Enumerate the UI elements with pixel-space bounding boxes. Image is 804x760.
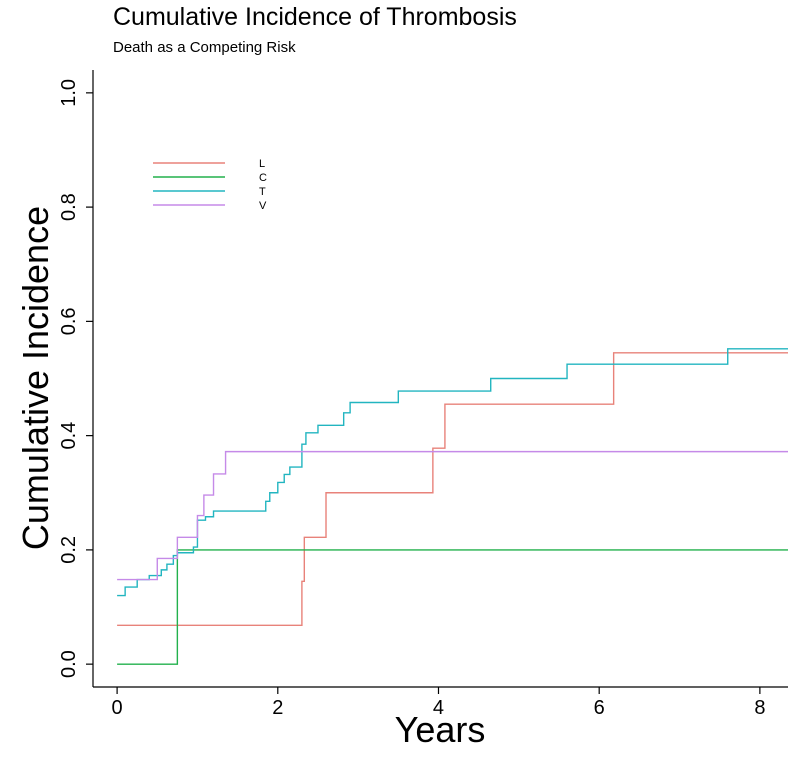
x-tick-label: 6: [594, 697, 605, 719]
x-axis-title: Years: [395, 709, 486, 750]
y-tick-label: 1.0: [58, 79, 80, 107]
chart-title: Cumulative Incidence of Thrombosis: [113, 3, 517, 31]
legend-label: V: [259, 200, 267, 212]
legend-label: C: [259, 172, 267, 184]
y-tick-label: 0.6: [58, 307, 80, 335]
series-line-V: [117, 450, 788, 581]
y-tick-label: 0.0: [58, 650, 80, 678]
y-tick-label: 0.2: [58, 536, 80, 564]
y-tick-label: 0.4: [58, 422, 80, 450]
x-tick-label: 4: [433, 697, 444, 719]
chart-subtitle: Death as a Competing Risk: [113, 39, 296, 56]
series-layer: [117, 348, 788, 665]
x-tick-label: 0: [112, 697, 123, 719]
series-line-L: [117, 352, 788, 626]
y-axis-title: Cumulative Incidence: [15, 206, 56, 550]
axes: [92, 70, 788, 688]
legend-label: T: [259, 186, 266, 198]
legend-label: L: [259, 158, 265, 170]
y-tick-label: 0.8: [58, 193, 80, 221]
series-line-C: [117, 549, 788, 665]
x-tick-label: 8: [754, 697, 765, 719]
x-tick-label: 2: [272, 697, 283, 719]
ticks: 0 2 4 6 8 0.0 0.2 0.4 0.6 0.8 1.0: [58, 79, 765, 719]
series-line-T: [117, 348, 788, 597]
